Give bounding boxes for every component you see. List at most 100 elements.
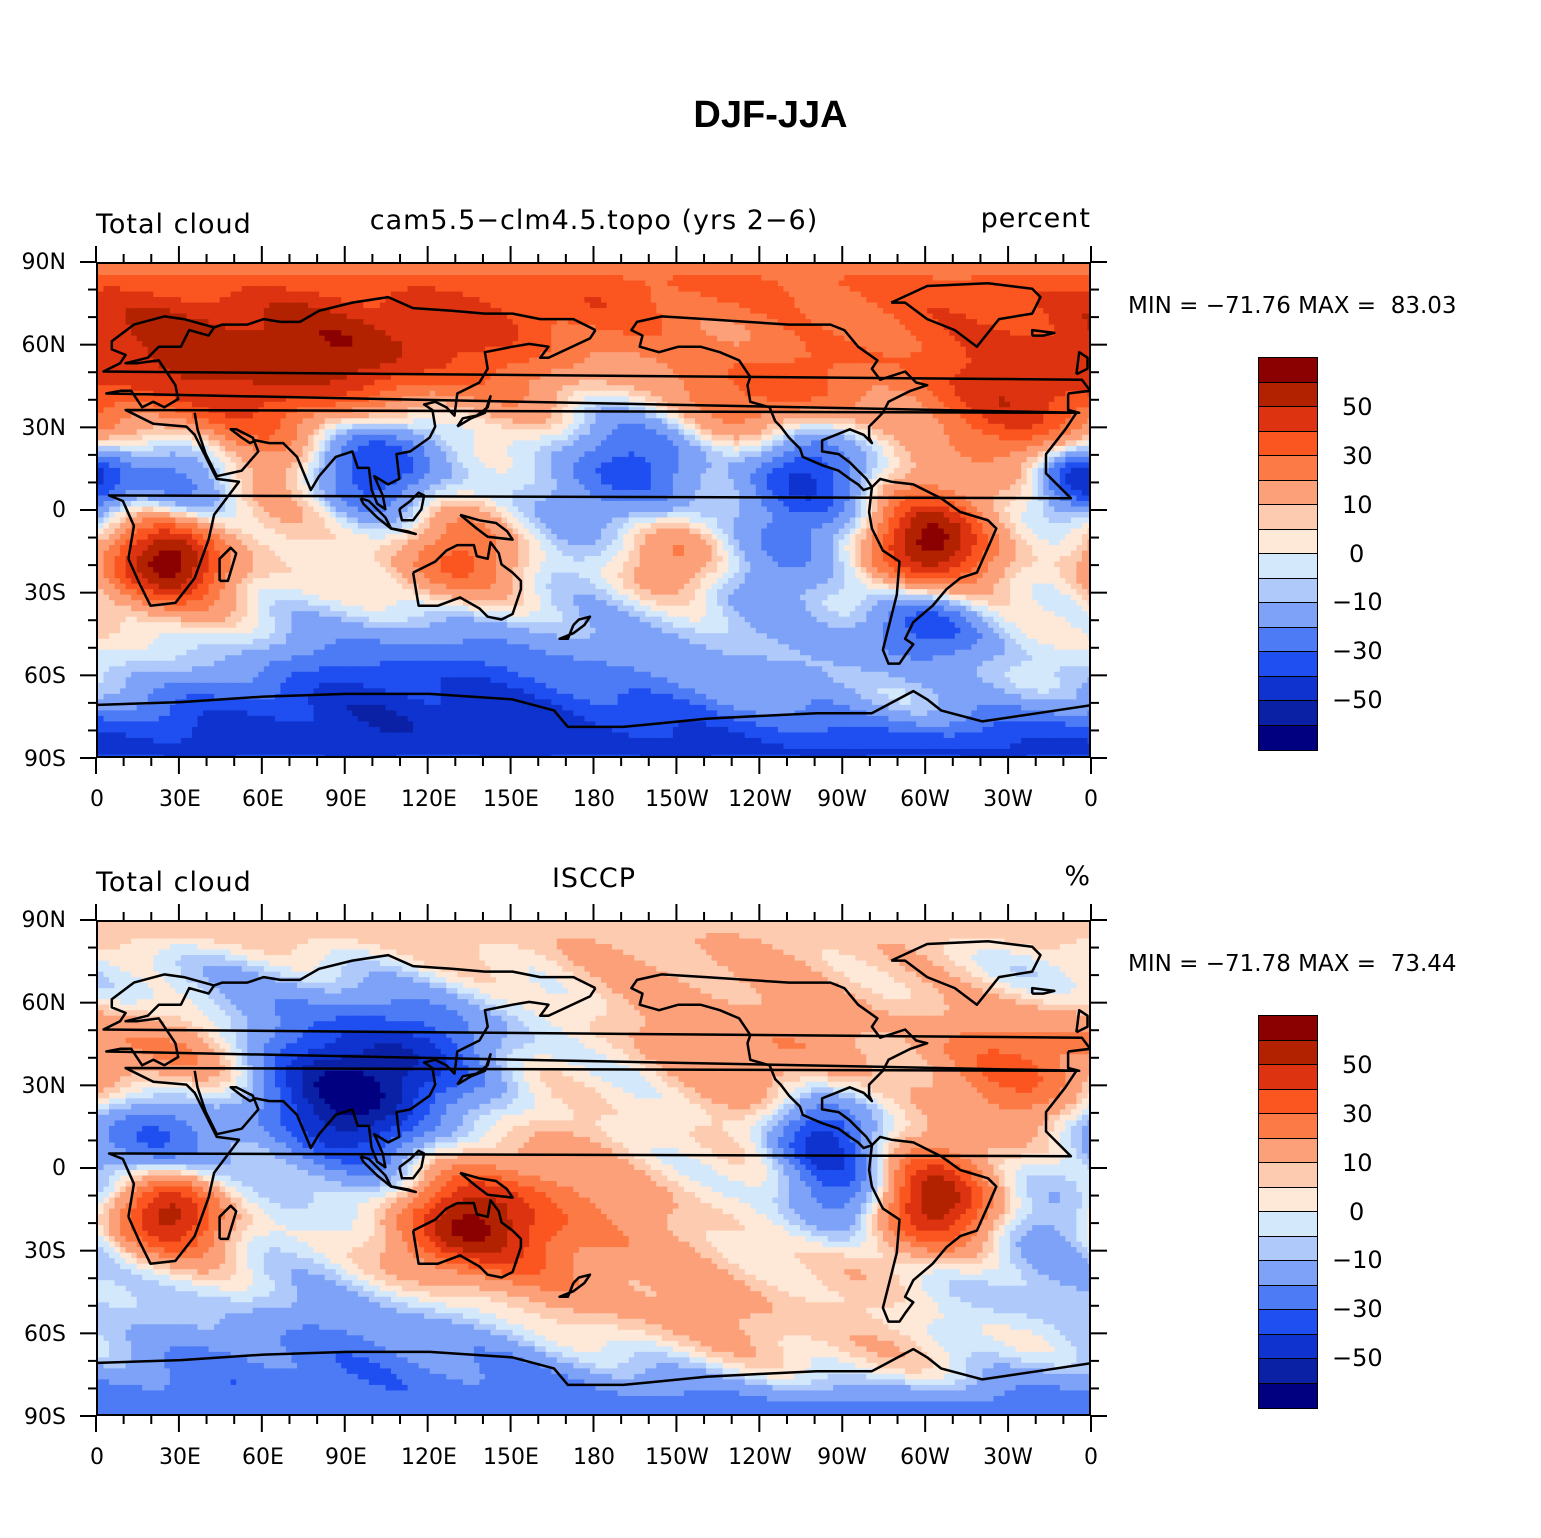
colorbar-swatch (1259, 480, 1317, 505)
colorbar-swatch (1259, 1285, 1317, 1310)
contour-map (98, 264, 1089, 756)
colorbar-label: −50 (1332, 1344, 1383, 1372)
x-tick-label: 0 (90, 1445, 104, 1470)
x-tick-label: 60E (242, 787, 284, 812)
x-tick-label: 120W (728, 1445, 792, 1470)
colorbar-swatch (1259, 603, 1317, 628)
x-tick-label: 90E (325, 1445, 367, 1470)
y-tick-label: 90N (0, 908, 66, 933)
colorbar-swatch (1259, 725, 1317, 750)
coastline (890, 282, 1042, 348)
colorbar-swatch (1259, 1163, 1317, 1188)
x-tick-label: 0 (90, 787, 104, 812)
y-tick-label: 0 (0, 1156, 66, 1181)
obs-panel: Total cloud ISCCP % 90N 60N 30N 0 30S 60… (0, 853, 1541, 1513)
min-max-text: MIN = −71.78 MAX = 73.44 (1128, 951, 1457, 977)
colorbar-swatch (1259, 1114, 1317, 1139)
colorbar-swatch (1259, 1359, 1317, 1384)
colorbar-label: −30 (1332, 637, 1383, 665)
colorbar-swatch (1259, 1016, 1317, 1041)
coastline (456, 395, 492, 428)
model-panel: Total cloud cam5.5−clm4.5.topo (yrs 2−6)… (0, 195, 1541, 855)
x-tick-label: 150E (483, 787, 539, 812)
coastlines (98, 940, 1089, 1387)
coastline (411, 541, 523, 621)
map-plot (96, 262, 1091, 758)
colorbar-swatch (1259, 1212, 1317, 1237)
case-title: cam5.5−clm4.5.topo (yrs 2−6) (370, 205, 819, 236)
colorbar-swatch (1259, 1261, 1317, 1286)
x-tick-label: 30W (983, 1445, 1033, 1470)
colorbar-swatch (1259, 407, 1317, 432)
coastline (218, 1204, 238, 1241)
coastline (107, 1066, 1078, 1265)
coastline (102, 973, 1089, 1073)
colorbar-label: 0 (1349, 540, 1364, 568)
colorbar-label: 50 (1342, 393, 1373, 421)
coastline (398, 491, 426, 522)
colorbar-swatch (1259, 456, 1317, 481)
x-tick-label: 60W (900, 1445, 950, 1470)
y-tick-label: 90N (0, 250, 66, 275)
coastline (193, 987, 597, 1169)
coastline (411, 1199, 523, 1279)
x-tick-label: 90W (817, 787, 867, 812)
coastline (1030, 986, 1056, 995)
units-title: percent (981, 203, 1091, 234)
colorbar-swatch (1259, 1089, 1317, 1114)
colorbar-label: −30 (1332, 1295, 1383, 1323)
colorbar-swatch (1259, 578, 1317, 603)
coastline (459, 1171, 514, 1199)
x-tick-label: 30E (159, 1445, 201, 1470)
colorbar-swatch (1259, 1040, 1317, 1065)
colorbar-swatch (1259, 382, 1317, 407)
contour-map (98, 922, 1089, 1414)
units-title: % (1064, 861, 1091, 892)
coastline (98, 1347, 1089, 1387)
colorbar-swatch (1259, 627, 1317, 652)
colorbar-swatch (1259, 652, 1317, 677)
colorbar-swatch (1259, 529, 1317, 554)
variable-title: Total cloud (96, 867, 252, 898)
x-tick-label: 60E (242, 1445, 284, 1470)
colorbar (1258, 357, 1318, 751)
colorbar-swatch (1259, 701, 1317, 726)
colorbar-label: 30 (1342, 1100, 1373, 1128)
y-tick-label: 30N (0, 1074, 66, 1099)
colorbar-label: 10 (1342, 491, 1373, 519)
x-tick-label: 60W (900, 787, 950, 812)
colorbar-swatch (1259, 358, 1317, 383)
y-tick-label: 60N (0, 333, 66, 358)
coastline (193, 329, 597, 511)
coastline (102, 315, 1089, 415)
coastline (558, 1273, 592, 1299)
colorbar-swatch (1259, 676, 1317, 701)
map-plot (96, 920, 1091, 1416)
coastline (1075, 350, 1089, 376)
x-tick-label: 30W (983, 787, 1033, 812)
colorbar-label: 30 (1342, 442, 1373, 470)
coastline (630, 315, 929, 492)
colorbar-swatch (1259, 1138, 1317, 1163)
coastline (558, 615, 592, 641)
coastline (1075, 1008, 1089, 1034)
coastline (218, 546, 238, 583)
colorbar-swatch (1259, 554, 1317, 579)
coastlines (98, 282, 1089, 729)
x-tick-label: 180 (573, 1445, 615, 1470)
x-tick-label: 0 (1084, 787, 1098, 812)
colorbar-swatch (1259, 505, 1317, 530)
min-max-text: MIN = −71.76 MAX = 83.03 (1128, 293, 1457, 319)
colorbar-swatch (1259, 1236, 1317, 1261)
coastline (867, 1135, 998, 1323)
coastline (459, 513, 514, 541)
colorbar-label: −10 (1332, 1246, 1383, 1274)
colorbar-label: −50 (1332, 686, 1383, 714)
x-tick-label: 150E (483, 1445, 539, 1470)
y-tick-label: 60N (0, 991, 66, 1016)
x-tick-label: 30E (159, 787, 201, 812)
colorbar (1258, 1015, 1318, 1409)
colorbar-swatch (1259, 1383, 1317, 1408)
page-title: DJF-JJA (0, 94, 1541, 137)
colorbar-label: 50 (1342, 1051, 1373, 1079)
